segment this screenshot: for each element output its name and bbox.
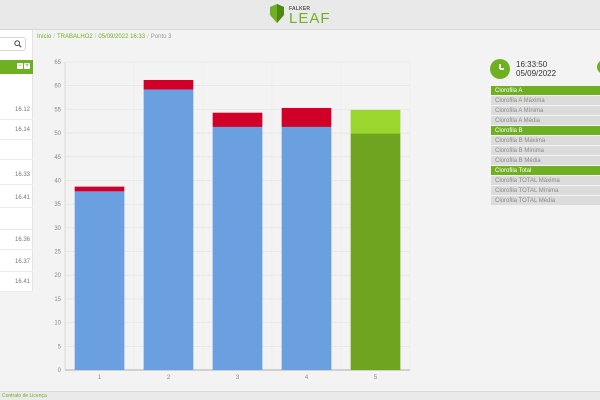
- sidebar-item-value: 16.41: [14, 195, 30, 201]
- y-tick-label: 45: [54, 155, 61, 161]
- y-tick-label: 65: [54, 60, 61, 66]
- y-tick-label: 20: [54, 273, 61, 279]
- legend-item[interactable]: Clorofila A Média: [491, 116, 600, 126]
- sidebar-toolbar: − +: [0, 60, 33, 74]
- top-bar: FALKER LEAF: [0, 0, 600, 30]
- clock-icon: [490, 59, 510, 79]
- next-button[interactable]: [597, 60, 600, 74]
- bar-segment: [74, 191, 125, 370]
- footer: Contrato de Licença: [0, 391, 600, 400]
- sidebar-item[interactable]: 16.12: [0, 100, 33, 120]
- breadcrumb: Início / TRABALHO2/05/09/2022 16:33/Ponto …: [37, 34, 171, 40]
- x-tick-label: 1: [98, 375, 102, 381]
- sidebar-item-value: 16.12: [14, 107, 30, 113]
- legend-item[interactable]: Clorofila A Mínima: [491, 106, 600, 116]
- measurement-date: 05/09/2022: [516, 69, 557, 78]
- breadcrumb-separator: /: [53, 34, 56, 40]
- legend-group-header[interactable]: Clorofila Total: [491, 166, 600, 176]
- x-tick-label: 5: [374, 375, 378, 381]
- sidebar-item-value: 16.36: [14, 237, 30, 243]
- sidebar-item[interactable]: 16.37: [0, 252, 33, 272]
- y-tick-label: 50: [54, 131, 61, 137]
- brand-main-text: LEAF: [289, 10, 331, 27]
- breadcrumb-current: Ponto 3: [150, 34, 172, 40]
- bar-segment: [281, 126, 332, 370]
- sidebar-item-value: 16.14: [14, 127, 30, 133]
- breadcrumb-date[interactable]: 05/09/2022 16:33: [98, 34, 146, 40]
- y-tick-label: 25: [54, 250, 61, 256]
- bar-segment: [281, 107, 332, 127]
- bar-segment: [143, 80, 194, 90]
- sidebar-item[interactable]: 16.14: [0, 120, 33, 140]
- logo: FALKER LEAF: [268, 3, 338, 27]
- legend: Clorofila A Clorofila A Máxima Clorofila A…: [491, 86, 600, 206]
- measurement-time: 16:33:50: [516, 60, 548, 69]
- sidebar-item[interactable]: [0, 140, 33, 160]
- brand-top-text: FALKER: [289, 6, 311, 12]
- x-tick-label: 2: [167, 375, 171, 381]
- sidebar-item[interactable]: 16.41: [0, 188, 33, 208]
- y-tick-label: 55: [54, 107, 61, 113]
- breadcrumb-separator: /: [147, 34, 149, 40]
- legend-item[interactable]: Clorofila TOTAL Média: [491, 196, 600, 206]
- y-tick-label: 40: [54, 178, 61, 184]
- sidebar-item-value: 16.41: [14, 279, 30, 285]
- legend-item[interactable]: Clorofila A Máxima: [491, 96, 600, 106]
- breadcrumb-home[interactable]: Início: [37, 34, 52, 40]
- y-tick-label: 60: [54, 84, 61, 90]
- y-tick-label: 15: [54, 297, 61, 303]
- y-tick-label: 0: [58, 368, 62, 374]
- y-tick-label: 30: [54, 226, 61, 232]
- x-tick-label: 3: [236, 375, 240, 381]
- breadcrumb-separator: /: [94, 34, 97, 40]
- legend-group-header[interactable]: Clorofila A: [491, 86, 600, 96]
- y-tick-label: 35: [54, 202, 61, 208]
- search-icon[interactable]: [14, 40, 22, 48]
- sidebar-item-value: 16.37: [14, 259, 30, 265]
- legend-item[interactable]: Clorofila B Máxima: [491, 136, 600, 146]
- sidebar-item[interactable]: [0, 210, 33, 230]
- x-tick-label: 4: [305, 375, 309, 381]
- bar-segment: [212, 112, 263, 127]
- sidebar-item-value: 16.33: [14, 172, 30, 178]
- legend-item[interactable]: Clorofila B Média: [491, 156, 600, 166]
- sidebar-item[interactable]: 16.33: [0, 165, 33, 185]
- legend-item[interactable]: Clorofila TOTAL Mínima: [491, 186, 600, 196]
- leaf-logo-icon: [270, 4, 284, 23]
- bar-segment: [74, 186, 125, 192]
- sidebar-item[interactable]: 16.36: [0, 230, 33, 250]
- search-input[interactable]: [0, 37, 26, 51]
- legend-item[interactable]: Clorofila B Mínima: [491, 146, 600, 156]
- legend-group-header[interactable]: Clorofila B: [491, 126, 600, 136]
- license-link[interactable]: Contrato de Licença: [2, 393, 47, 399]
- legend-item[interactable]: Clorofila TOTAL Máxima: [491, 176, 600, 186]
- breadcrumb-job[interactable]: TRABALHO2: [57, 34, 93, 40]
- sidebar-item[interactable]: 16.41: [0, 272, 33, 292]
- sidebar: − + 16.12 16.14 16.33 16.41 16.36 16.37 …: [0, 30, 33, 292]
- bar-segment: [350, 133, 401, 370]
- expand-icon[interactable]: +: [24, 63, 30, 69]
- y-tick-label: 10: [54, 321, 61, 327]
- y-tick-label: 5: [58, 344, 62, 350]
- bar-segment: [350, 109, 401, 134]
- bar-segment: [212, 126, 263, 370]
- collapse-icon[interactable]: −: [17, 63, 23, 69]
- bar-segment: [143, 89, 194, 370]
- chart-area: 0 5 10 15 20 25 30 35 40 45 50 55 60 65 1 2 3 4 5: [40, 52, 420, 387]
